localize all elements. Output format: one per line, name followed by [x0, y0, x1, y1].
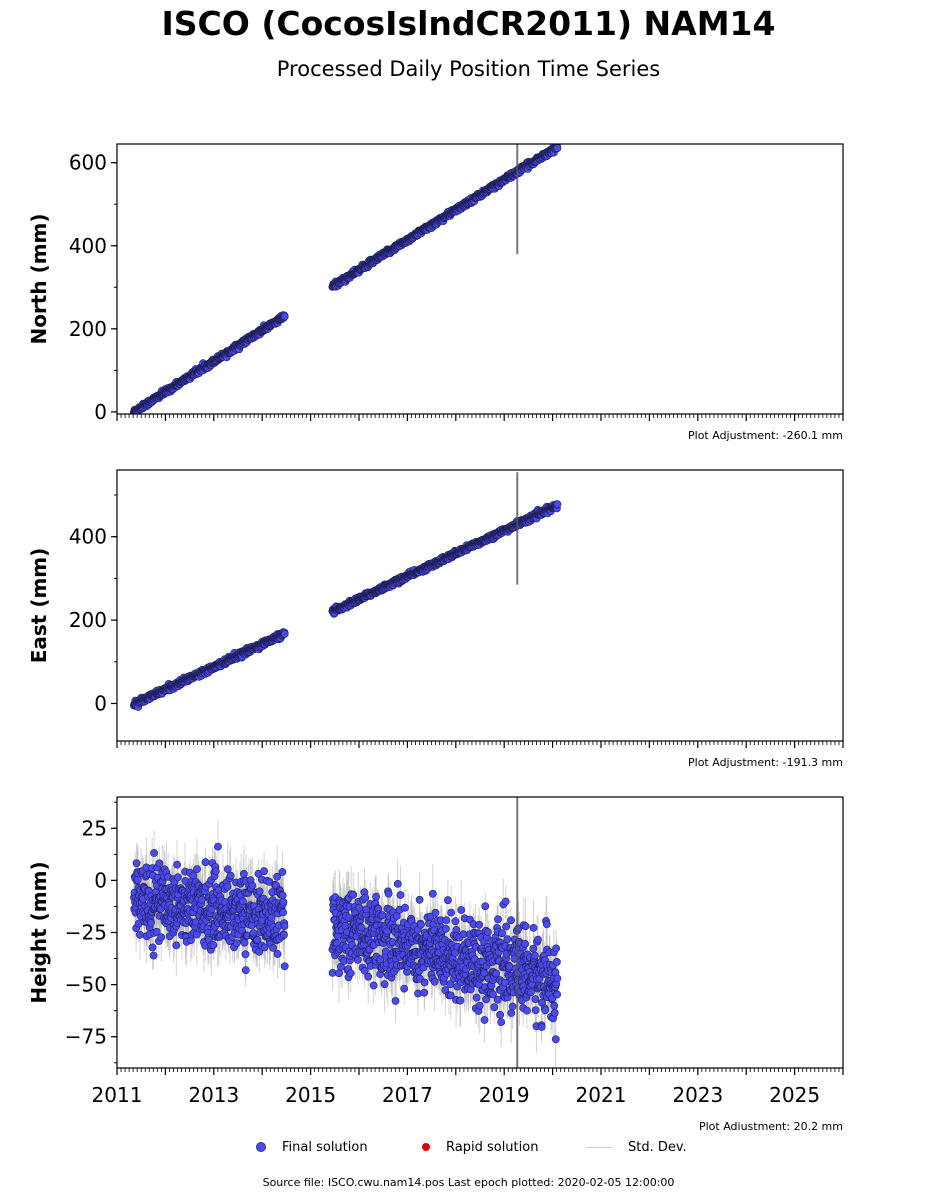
final-solution-point [553, 144, 562, 153]
y-tick-label: 400 [69, 234, 107, 258]
chart-subtitle: Processed Daily Position Time Series [276, 57, 661, 81]
plot-adjustment-label: Plot Adjustment: -260.1 mm [688, 429, 843, 442]
plot-area-0 [130, 144, 562, 414]
plot-area-1 [129, 472, 562, 711]
y-tick-label: 0 [94, 400, 107, 424]
y-axis-label: North (mm) [27, 213, 51, 344]
y-tick-label: 200 [69, 317, 107, 341]
x-ticks [116, 414, 844, 421]
panel-0: 0 200 400 600 North (mm) Plot Adjustment: -26… [27, 143, 844, 442]
time-series-plots: 0 200 400 600 North (mm) Plot Adjustment: -26… [27, 143, 844, 1130]
y-tick-label: 600 [69, 151, 107, 175]
data-points [129, 500, 562, 711]
y-ticks: 0 200 400 600 [69, 151, 117, 424]
chart-title: ISCO (CocosIslndCR2011) NAM14 [161, 4, 776, 43]
panel-frame [116, 143, 844, 415]
data-points [130, 144, 562, 414]
final-solution-point [280, 312, 289, 321]
